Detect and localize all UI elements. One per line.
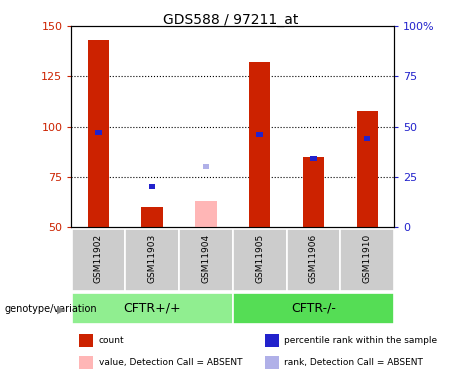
Text: GSM11902: GSM11902 — [94, 234, 103, 283]
Bar — [203, 164, 209, 169]
Bar — [71, 292, 233, 324]
Text: value, Detection Call = ABSENT: value, Detection Call = ABSENT — [99, 358, 242, 367]
Text: genotype/variation: genotype/variation — [5, 304, 97, 314]
Bar — [249, 62, 271, 227]
Bar — [195, 201, 217, 227]
Bar — [287, 229, 340, 291]
Text: CFTR-/-: CFTR-/- — [291, 302, 336, 315]
Bar — [149, 184, 155, 189]
Text: GSM11910: GSM11910 — [363, 234, 372, 283]
Bar — [303, 157, 324, 227]
Text: percentile rank within the sample: percentile rank within the sample — [284, 336, 437, 345]
Text: GSM11903: GSM11903 — [148, 234, 157, 283]
Text: ▶: ▶ — [58, 304, 66, 314]
Text: count: count — [99, 336, 124, 345]
Text: GSM11904: GSM11904 — [201, 234, 210, 283]
Bar — [95, 130, 101, 135]
Text: GSM11906: GSM11906 — [309, 234, 318, 283]
Bar — [233, 292, 394, 324]
Text: CFTR+/+: CFTR+/+ — [124, 302, 181, 315]
Bar — [179, 229, 233, 291]
Bar — [356, 111, 378, 227]
Text: GSM11905: GSM11905 — [255, 234, 264, 283]
Bar — [265, 334, 278, 347]
Bar — [256, 132, 263, 137]
Bar — [310, 156, 317, 161]
Bar — [265, 356, 278, 369]
Bar — [233, 229, 287, 291]
Bar — [364, 136, 371, 141]
Bar — [79, 334, 93, 347]
Text: rank, Detection Call = ABSENT: rank, Detection Call = ABSENT — [284, 358, 423, 367]
Text: GDS588 / 97211_at: GDS588 / 97211_at — [163, 13, 298, 27]
Bar — [88, 40, 109, 227]
Bar — [142, 207, 163, 227]
Bar — [79, 356, 93, 369]
Bar — [125, 229, 179, 291]
Bar — [340, 229, 394, 291]
Bar — [71, 229, 125, 291]
